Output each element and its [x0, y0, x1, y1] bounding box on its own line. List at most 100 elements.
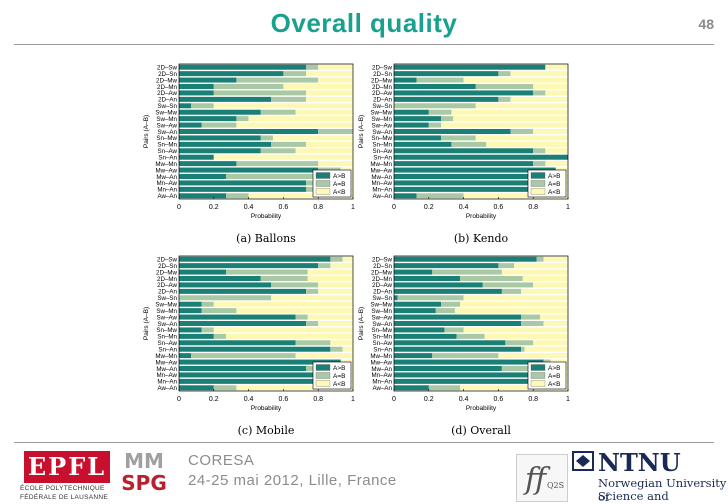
bar-segment [536, 256, 544, 262]
bar-segment [501, 365, 544, 371]
bar-segment [394, 103, 476, 109]
bar-segment [394, 365, 502, 371]
bar-segment [394, 288, 502, 294]
bar-segment [444, 327, 464, 333]
category-tick-label: Sw–Mw [370, 302, 392, 309]
bar-segment [428, 385, 461, 391]
bar-segment [213, 83, 284, 89]
bar-segment [394, 90, 534, 96]
category-tick-label: Sw–Mn [156, 308, 177, 315]
category-tick-label: 2D–An [158, 289, 177, 296]
bar-segment [260, 275, 308, 281]
bar-segment [307, 275, 353, 281]
bar-segment [543, 256, 568, 262]
bar-segment [394, 320, 522, 326]
bar-segment [394, 96, 499, 102]
bar-segment [179, 154, 214, 160]
category-tick-label: Mw–Mn [370, 161, 392, 168]
bar-segment [179, 288, 307, 294]
bar-segment [179, 385, 214, 391]
category-tick-label: 2D–An [373, 97, 392, 104]
x-tick-label: 0.6 [279, 204, 289, 211]
category-tick-label: Aw–An [158, 193, 178, 200]
bar-segment [179, 77, 237, 83]
category-tick-label: Sw–Mn [371, 116, 392, 123]
legend-swatch [530, 372, 546, 379]
category-tick-label: Mn–An [157, 187, 177, 194]
chart-panel-1: 2D–Sw2D–Sn2D–Mw2D–Mn2D–Aw2D–AnSw–SnSw–Mw… [143, 63, 355, 245]
category-tick-label: 2D–An [373, 289, 392, 296]
conference-place: 24-25 mai 2012, Lille, France [188, 472, 397, 489]
y-axis-label: Pairs (A–B) [143, 115, 150, 148]
bar-segment [394, 346, 522, 352]
category-tick-label: 2D–Aw [372, 282, 392, 289]
category-tick-label: 2D–Mn [157, 276, 178, 283]
legend-label: A>B [333, 173, 345, 180]
bar-segment [179, 161, 237, 167]
bar-segment [543, 320, 568, 326]
chart-caption: (b) Kendo [454, 232, 509, 245]
bar-segment [271, 96, 307, 102]
bar-segment [179, 64, 307, 70]
bar-segment [463, 193, 568, 199]
bar-segment [342, 256, 353, 262]
conference-name: CORESA [188, 452, 255, 469]
bar-segment [394, 333, 457, 339]
category-tick-label: Sw–Mn [371, 308, 392, 315]
bar-segment [524, 346, 568, 352]
bar-segment [179, 378, 319, 384]
category-tick-label: Sw–Aw [156, 122, 177, 129]
bar-segment [295, 340, 331, 346]
bar-segment [179, 148, 261, 154]
bar-segment [179, 193, 226, 199]
legend-swatch [530, 172, 546, 179]
category-tick-label: Sw–An [157, 129, 177, 136]
bar-segment [272, 135, 353, 141]
bar-segment [394, 154, 568, 160]
epfl-line2: FÉDÉRALE DE LAUSANNE [20, 494, 108, 501]
bar-segment [179, 186, 307, 192]
bar-segment [213, 301, 353, 307]
category-tick-label: Mn–An [372, 187, 392, 194]
x-tick-label: 1 [351, 204, 355, 211]
bar-segment [191, 103, 214, 109]
q2s-mark-icon: ff [523, 462, 551, 497]
category-tick-label: 2D–Mw [156, 269, 178, 276]
bar-segment [533, 90, 546, 96]
bar-segment [533, 282, 568, 288]
bar-segment [428, 109, 452, 115]
bar-segment [318, 64, 353, 70]
bar-segment [295, 148, 353, 154]
bar-segment [306, 64, 319, 70]
category-tick-label: Sn–An [373, 155, 392, 162]
bar-segment [416, 193, 464, 199]
bar-segment [179, 333, 214, 339]
bar-segment [260, 109, 296, 115]
x-axis-label: Probability [251, 213, 282, 220]
category-tick-label: 2D–Mw [156, 77, 178, 84]
x-tick-label: 0.8 [313, 396, 323, 403]
category-tick-label: Mw–Mn [370, 353, 392, 360]
legend-label: A<B [333, 381, 345, 388]
bar-segment [484, 333, 568, 339]
bar-segment [179, 71, 284, 77]
chart-caption: (c) Mobile [238, 424, 295, 437]
bar-segment [510, 128, 534, 134]
bar-segment [394, 141, 452, 147]
bar-segment [498, 96, 511, 102]
bar-segment [394, 269, 433, 275]
legend-label: A>B [333, 365, 345, 372]
bar-segment [179, 327, 202, 333]
bar-segment [225, 193, 249, 199]
category-tick-label: 2D–Aw [157, 90, 177, 97]
bar-segment [283, 83, 353, 89]
bar-segment [394, 353, 433, 359]
bar-segment [306, 365, 319, 371]
bar-segment [522, 275, 568, 281]
bar-segment [201, 122, 237, 128]
category-tick-label: 2D–Aw [372, 90, 392, 97]
bar-segment [394, 116, 441, 122]
bar-segment [179, 372, 319, 378]
bar-segment [456, 333, 485, 339]
